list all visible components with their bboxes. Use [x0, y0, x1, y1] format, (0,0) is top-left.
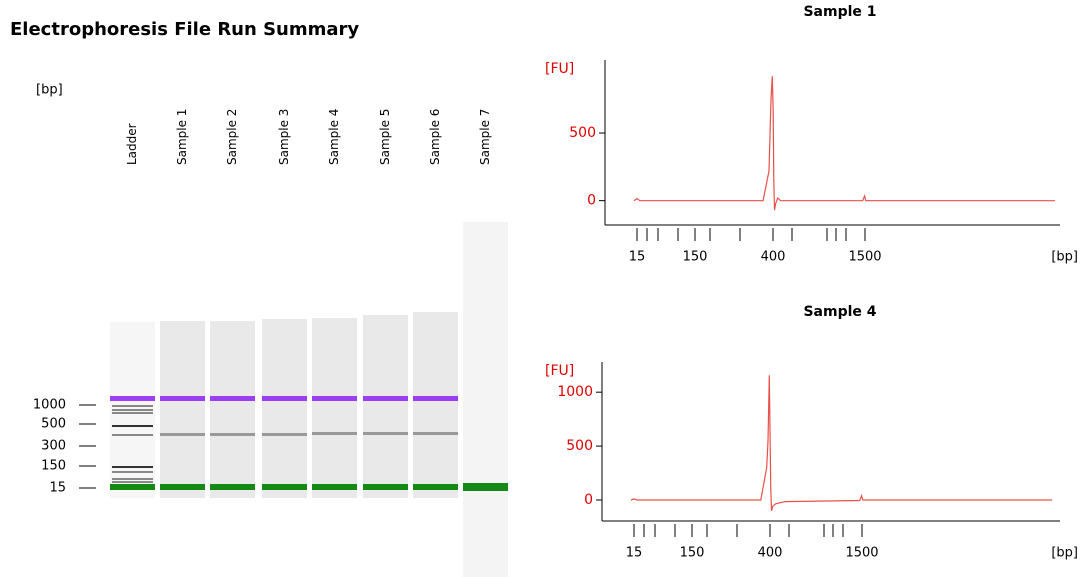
x-axis-label: [bp] — [1051, 250, 1078, 265]
ladder-label: 1000 — [33, 398, 66, 413]
ladder-band — [112, 481, 153, 483]
x-tick-label: 15 — [626, 546, 643, 561]
gel-unit: [bp] — [36, 83, 63, 98]
lane-label: Sample 4 — [327, 109, 341, 165]
lane-label: Sample 5 — [378, 109, 392, 165]
ladder-band — [112, 425, 153, 427]
gel-lane — [262, 319, 307, 498]
ladder-band — [112, 478, 153, 480]
ladder-label: 300 — [41, 439, 66, 454]
upper-marker — [210, 396, 255, 401]
sample-band — [413, 432, 458, 435]
ladder-band — [112, 409, 153, 411]
gel-lane — [463, 222, 508, 577]
lower-marker — [363, 484, 408, 490]
sample-band — [262, 433, 307, 436]
y-tick-label: 500 — [566, 438, 593, 454]
ladder-label: 500 — [41, 417, 66, 432]
ladder-band — [112, 466, 153, 468]
lane-label: Sample 2 — [225, 109, 239, 165]
ladder-band — [112, 412, 153, 414]
x-tick-label: 400 — [761, 250, 786, 265]
lower-marker — [262, 484, 307, 490]
y-tick-label: 0 — [584, 492, 593, 508]
ladder-band — [112, 471, 153, 473]
lower-marker — [160, 484, 205, 490]
x-tick-label: 150 — [683, 250, 708, 265]
y-tick-label: 500 — [569, 125, 596, 141]
y-axis-label: [FU] — [545, 61, 574, 77]
gel-lane — [413, 312, 458, 498]
page-title: Electrophoresis File Run Summary — [10, 19, 359, 40]
ladder-label: 15 — [49, 481, 66, 496]
lower-marker — [210, 484, 255, 490]
ladder-band — [110, 396, 155, 401]
x-tick-label: 150 — [680, 546, 705, 561]
x-axis-label: [bp] — [1051, 546, 1078, 561]
x-tick-label: 1500 — [845, 546, 878, 561]
lane-label: Sample 3 — [277, 109, 291, 165]
ladder-band — [110, 484, 155, 490]
x-tick-label: 1500 — [848, 250, 881, 265]
upper-marker — [363, 396, 408, 401]
x-tick-label: 15 — [629, 250, 646, 265]
upper-marker — [262, 396, 307, 401]
y-tick-label: 0 — [587, 193, 596, 209]
lower-marker — [312, 484, 357, 490]
ladder-label: 150 — [41, 459, 66, 474]
upper-marker — [312, 396, 357, 401]
gel-lane — [363, 315, 408, 498]
ladder-band — [112, 434, 153, 436]
gel-lane — [312, 318, 357, 498]
sample-band — [210, 433, 255, 436]
ladder-band — [112, 405, 153, 407]
lane-label: Ladder — [125, 123, 139, 165]
summary: Electrophoresis File Run Summary [bp] La… — [0, 0, 1084, 577]
lane-label: Sample 7 — [478, 109, 492, 165]
trace — [634, 76, 1055, 210]
upper-marker — [413, 396, 458, 401]
lower-marker — [413, 484, 458, 490]
gel-lane — [160, 321, 205, 498]
chart-title: Sample 4 — [803, 304, 876, 320]
x-tick-label: 400 — [758, 546, 783, 561]
upper-marker — [160, 396, 205, 401]
chart-title: Sample 1 — [803, 4, 876, 20]
sample-band — [312, 432, 357, 435]
gel-lane — [210, 321, 255, 498]
sample-band — [363, 432, 408, 435]
y-axis-label: [FU] — [545, 363, 574, 379]
lane-label: Sample 1 — [175, 109, 189, 165]
trace — [631, 375, 1052, 511]
lower-marker — [463, 483, 508, 491]
sample-band — [160, 433, 205, 436]
lane-label: Sample 6 — [428, 109, 442, 165]
y-tick-label: 1000 — [557, 384, 593, 400]
